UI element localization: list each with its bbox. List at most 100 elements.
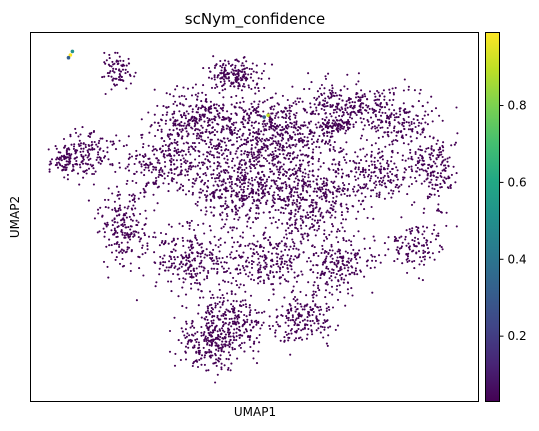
- scatter-point: [311, 333, 314, 336]
- scatter-point: [230, 175, 233, 178]
- scatter-point: [288, 115, 291, 118]
- scatter-point: [453, 143, 456, 146]
- scatter-point: [158, 124, 161, 127]
- scatter-point: [188, 224, 191, 227]
- scatter-point: [88, 148, 91, 151]
- scatter-point: [87, 158, 90, 161]
- scatter-point: [329, 216, 332, 219]
- scatter-point: [282, 182, 285, 185]
- scatter-point: [214, 381, 217, 384]
- scatter-point: [330, 180, 333, 183]
- scatter-point: [286, 109, 289, 113]
- scatter-point: [347, 128, 350, 131]
- scatter-point: [340, 193, 343, 196]
- scatter-point: [370, 127, 373, 130]
- scatter-point: [210, 303, 213, 306]
- scatter-point: [253, 121, 256, 124]
- scatter-point: [307, 327, 310, 331]
- scatter-point: [139, 238, 142, 241]
- scatter-point: [296, 200, 299, 203]
- scatter-point: [206, 343, 209, 346]
- scatter-point: [215, 262, 218, 265]
- scatter-point: [208, 119, 211, 122]
- scatter-point: [114, 231, 117, 234]
- scatter-point: [339, 118, 343, 121]
- scatter-point: [195, 267, 198, 270]
- scatter-point: [105, 139, 108, 142]
- scatter-point: [318, 126, 321, 129]
- scatter-point: [250, 121, 254, 124]
- scatter-point: [355, 162, 358, 165]
- scatter-point: [175, 243, 178, 246]
- scatter-point: [106, 221, 109, 224]
- scatter-point: [211, 191, 214, 194]
- scatter-point: [157, 159, 160, 162]
- scatter-point: [373, 182, 376, 185]
- scatter-point: [218, 152, 221, 155]
- scatter-point: [232, 305, 235, 308]
- scatter-point: [431, 252, 434, 255]
- scatter-point: [202, 84, 205, 87]
- scatter-point: [350, 117, 354, 120]
- scatter-point: [119, 208, 122, 212]
- scatter-point: [260, 130, 263, 133]
- scatter-point: [405, 133, 408, 136]
- scatter-point: [88, 152, 91, 156]
- scatter-point: [423, 255, 427, 258]
- scatter-point: [373, 160, 376, 163]
- scatter-point: [290, 291, 293, 294]
- scatter-point: [338, 284, 341, 287]
- scatter-point: [316, 276, 319, 279]
- scatter-point: [234, 58, 237, 62]
- scatter-point: [328, 249, 331, 252]
- scatter-point: [225, 148, 228, 151]
- scatter-point: [391, 140, 394, 143]
- scatter-point: [217, 349, 220, 352]
- scatter-point: [265, 273, 269, 276]
- scatter-point: [387, 192, 390, 195]
- scatter-point: [290, 125, 293, 129]
- scatter-point: [321, 270, 324, 273]
- scatter-point: [64, 169, 67, 172]
- scatter-point: [413, 267, 416, 270]
- scatter-point: [315, 252, 318, 255]
- scatter-point: [213, 76, 216, 79]
- scatter-point: [152, 182, 155, 185]
- scatter-point: [272, 263, 275, 267]
- scatter-point: [322, 180, 325, 183]
- scatter-point: [233, 307, 236, 310]
- scatter-point: [219, 243, 222, 247]
- scatter-point: [209, 199, 213, 202]
- scatter-point: [262, 266, 265, 269]
- scatter-point: [182, 124, 185, 127]
- scatter-point: [306, 126, 309, 129]
- scatter-point: [237, 264, 240, 267]
- scatter-point: [69, 133, 72, 136]
- scatter-point: [202, 266, 205, 269]
- scatter-point: [235, 102, 238, 105]
- scatter-point: [346, 288, 349, 291]
- scatter-point: [284, 181, 287, 184]
- scatter-point: [271, 162, 274, 165]
- scatter-point: [206, 151, 209, 154]
- scatter-point: [372, 235, 375, 238]
- scatter-point: [295, 111, 298, 115]
- scatter-point: [230, 112, 233, 115]
- scatter-point: [342, 156, 345, 159]
- scatter-point: [115, 83, 118, 86]
- scatter-point: [425, 243, 429, 246]
- scatter-point: [283, 156, 286, 159]
- scatter-point: [342, 127, 345, 130]
- scatter-point: [249, 112, 252, 115]
- scatter-point: [185, 272, 188, 275]
- scatter-point: [265, 265, 268, 268]
- scatter-point: [434, 107, 438, 110]
- scatter-point: [241, 200, 244, 203]
- scatter-point: [374, 259, 377, 262]
- scatter-point: [372, 189, 375, 192]
- scatter-point: [200, 100, 203, 103]
- scatter-point: [340, 125, 343, 128]
- scatter-point: [355, 171, 358, 174]
- scatter-point: [342, 111, 345, 114]
- scatter-point: [184, 168, 187, 171]
